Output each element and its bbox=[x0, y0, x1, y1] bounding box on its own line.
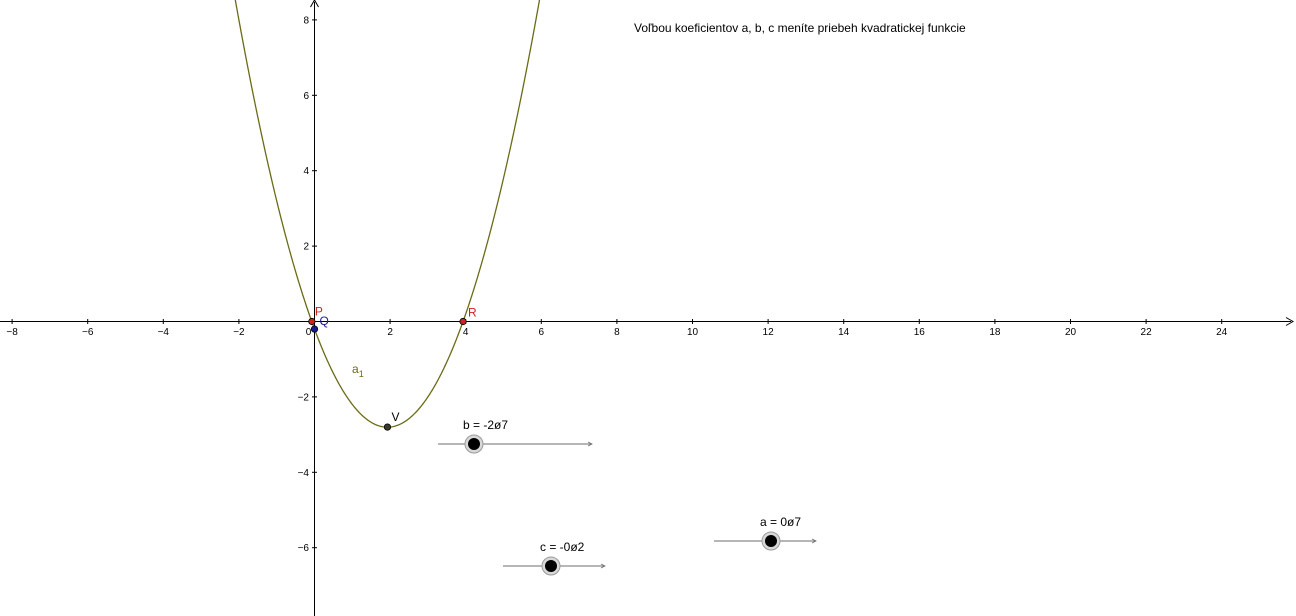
x-tick-label: 4 bbox=[463, 327, 469, 338]
y-tick-label: 2 bbox=[303, 242, 309, 253]
slider-a-label: a = 0ø7 bbox=[760, 515, 801, 529]
x-tick-label: −8 bbox=[6, 327, 18, 338]
point-r-marker[interactable] bbox=[459, 317, 467, 326]
x-tick-label: 12 bbox=[763, 327, 775, 338]
x-tick-label: 8 bbox=[614, 327, 620, 338]
slider-c-arrow-icon bbox=[600, 563, 606, 569]
y-tick-label: −6 bbox=[298, 543, 310, 554]
y-axis-arrow-icon bbox=[310, 0, 319, 8]
y-tick-label: −2 bbox=[298, 392, 310, 403]
x-tick-label: 10 bbox=[687, 327, 699, 338]
point-r-label: R bbox=[468, 306, 477, 320]
function-label-subscript: 1 bbox=[359, 369, 364, 379]
slider-c-knob[interactable] bbox=[545, 560, 557, 572]
slider-c[interactable]: c = -0ø2 bbox=[503, 540, 606, 576]
slider-c-label: c = -0ø2 bbox=[540, 540, 585, 554]
x-tick-label: −6 bbox=[82, 327, 94, 338]
slider-a-knob[interactable] bbox=[765, 535, 777, 547]
point-v-label: V bbox=[391, 410, 399, 424]
point-p-marker[interactable] bbox=[308, 317, 316, 326]
x-tick-label: 22 bbox=[1141, 327, 1153, 338]
x-tick-label: 2 bbox=[387, 327, 393, 338]
y-tick-label: 8 bbox=[303, 15, 309, 26]
sliders-layer: b = -2ø7 c = -0ø2 a = 0ø7 bbox=[438, 418, 817, 576]
slider-a[interactable]: a = 0ø7 bbox=[714, 515, 817, 551]
point-p[interactable]: P bbox=[308, 305, 323, 326]
point-q-marker[interactable] bbox=[310, 325, 319, 333]
point-v-marker[interactable] bbox=[383, 423, 392, 431]
slider-b-knob[interactable] bbox=[468, 438, 480, 450]
y-tick-label: 6 bbox=[303, 91, 309, 102]
x-tick-label: 18 bbox=[989, 327, 1001, 338]
point-p-label: P bbox=[315, 305, 323, 319]
x-axis-arrow-icon bbox=[1285, 317, 1295, 326]
point-r[interactable]: R bbox=[459, 306, 477, 326]
point-q-label: Q bbox=[320, 314, 329, 328]
slider-b[interactable]: b = -2ø7 bbox=[438, 418, 593, 454]
x-tick-label: 14 bbox=[838, 327, 850, 338]
point-v[interactable]: V bbox=[383, 410, 399, 431]
x-tick-label: 16 bbox=[914, 327, 926, 338]
x-tick-label: −2 bbox=[233, 327, 245, 338]
point-q[interactable]: Q bbox=[310, 314, 329, 333]
x-tick-label: 20 bbox=[1065, 327, 1077, 338]
function-label: a1 bbox=[352, 362, 364, 379]
y-axis-ticks: 8 6 4 2 −2 −4 −6 bbox=[298, 15, 317, 554]
slider-a-arrow-icon bbox=[811, 538, 817, 544]
page-title: Voľbou koeficientov a, b, c meníte prieb… bbox=[634, 21, 966, 35]
parabola-curve[interactable] bbox=[224, 0, 557, 428]
x-tick-label: 0 bbox=[306, 327, 312, 338]
points-layer: PQ R V bbox=[308, 305, 477, 431]
y-tick-label: −4 bbox=[298, 468, 310, 479]
slider-b-arrow-icon bbox=[587, 441, 593, 447]
slider-b-label: b = -2ø7 bbox=[463, 418, 508, 432]
x-tick-label: −4 bbox=[158, 327, 170, 338]
x-tick-label: 6 bbox=[539, 327, 545, 338]
y-tick-label: 4 bbox=[303, 166, 309, 177]
x-tick-label: 24 bbox=[1216, 327, 1228, 338]
function-label-name: a bbox=[352, 362, 359, 376]
